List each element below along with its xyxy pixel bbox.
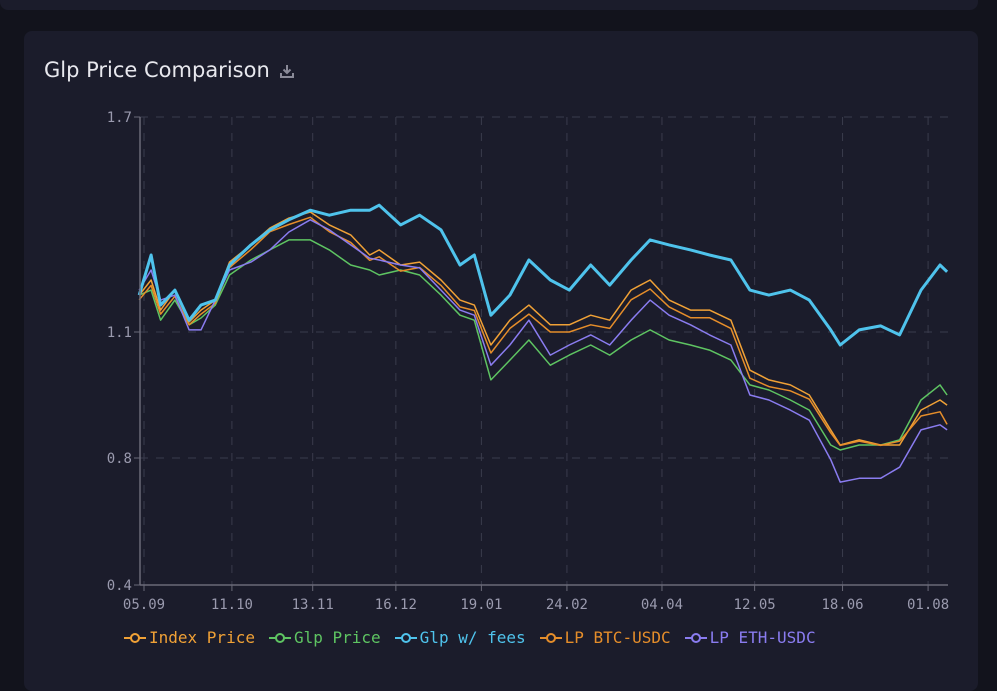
legend-label: LP ETH-USDC [709, 628, 816, 647]
chart-card [24, 31, 978, 691]
legend-label: Glp Price [293, 628, 381, 647]
legend-marker-icon [684, 632, 707, 643]
legend-marker-icon [268, 632, 291, 643]
legend-item[interactable]: Index Price [124, 628, 255, 647]
chart-title: Glp Price Comparison [44, 58, 270, 82]
series-line-lp-eth-usdc [138, 219, 948, 483]
legend-item[interactable]: LP ETH-USDC [684, 628, 816, 647]
x-tick-label: 05.09 [123, 597, 165, 613]
legend-item[interactable]: LP BTC-USDC [539, 628, 671, 647]
x-tick-label: 16.12 [375, 597, 417, 613]
series-line-glp-w-fees [137, 203, 949, 347]
legend-marker-icon [539, 632, 562, 643]
y-tick-label: 0.8 [107, 451, 132, 467]
legend-label: Glp w/ fees [419, 628, 526, 647]
y-tick-label: 0.4 [107, 578, 132, 594]
x-tick-label: 12.05 [734, 597, 776, 613]
legend-label: LP BTC-USDC [564, 628, 671, 647]
y-tick-label: 1.7 [107, 110, 132, 126]
x-tick-label: 13.11 [292, 597, 334, 613]
previous-card [0, 0, 978, 10]
series-line-lp-btc-usdc [138, 216, 948, 447]
download-icon[interactable] [278, 61, 296, 79]
x-tick-label: 04.04 [641, 597, 683, 613]
x-tick-label: 11.10 [211, 597, 253, 613]
line-chart: 1.7 1.1 0.8 0.4 05.09 11.10 13.11 16.12 19.01 24.… [107, 110, 949, 613]
x-tick-label: 18.06 [821, 597, 863, 613]
series-line-index-price [138, 211, 948, 446]
legend: Index Price Glp Price Glp w/ fees LP BTC-US… [124, 628, 816, 647]
legend-item[interactable]: Glp w/ fees [394, 628, 526, 647]
legend-label: Index Price [149, 628, 255, 647]
x-tick-label: 24.02 [546, 597, 588, 613]
chart-title-row: Glp Price Comparison [44, 58, 296, 82]
legend-item[interactable]: Glp Price [268, 628, 381, 647]
x-tick-label: 01.08 [907, 597, 949, 613]
x-tick-label: 19.01 [460, 597, 502, 613]
y-tick-label: 1.1 [107, 325, 132, 341]
series-line-glp-price [138, 239, 948, 451]
legend-marker-icon [124, 632, 146, 643]
legend-marker-icon [394, 632, 417, 643]
